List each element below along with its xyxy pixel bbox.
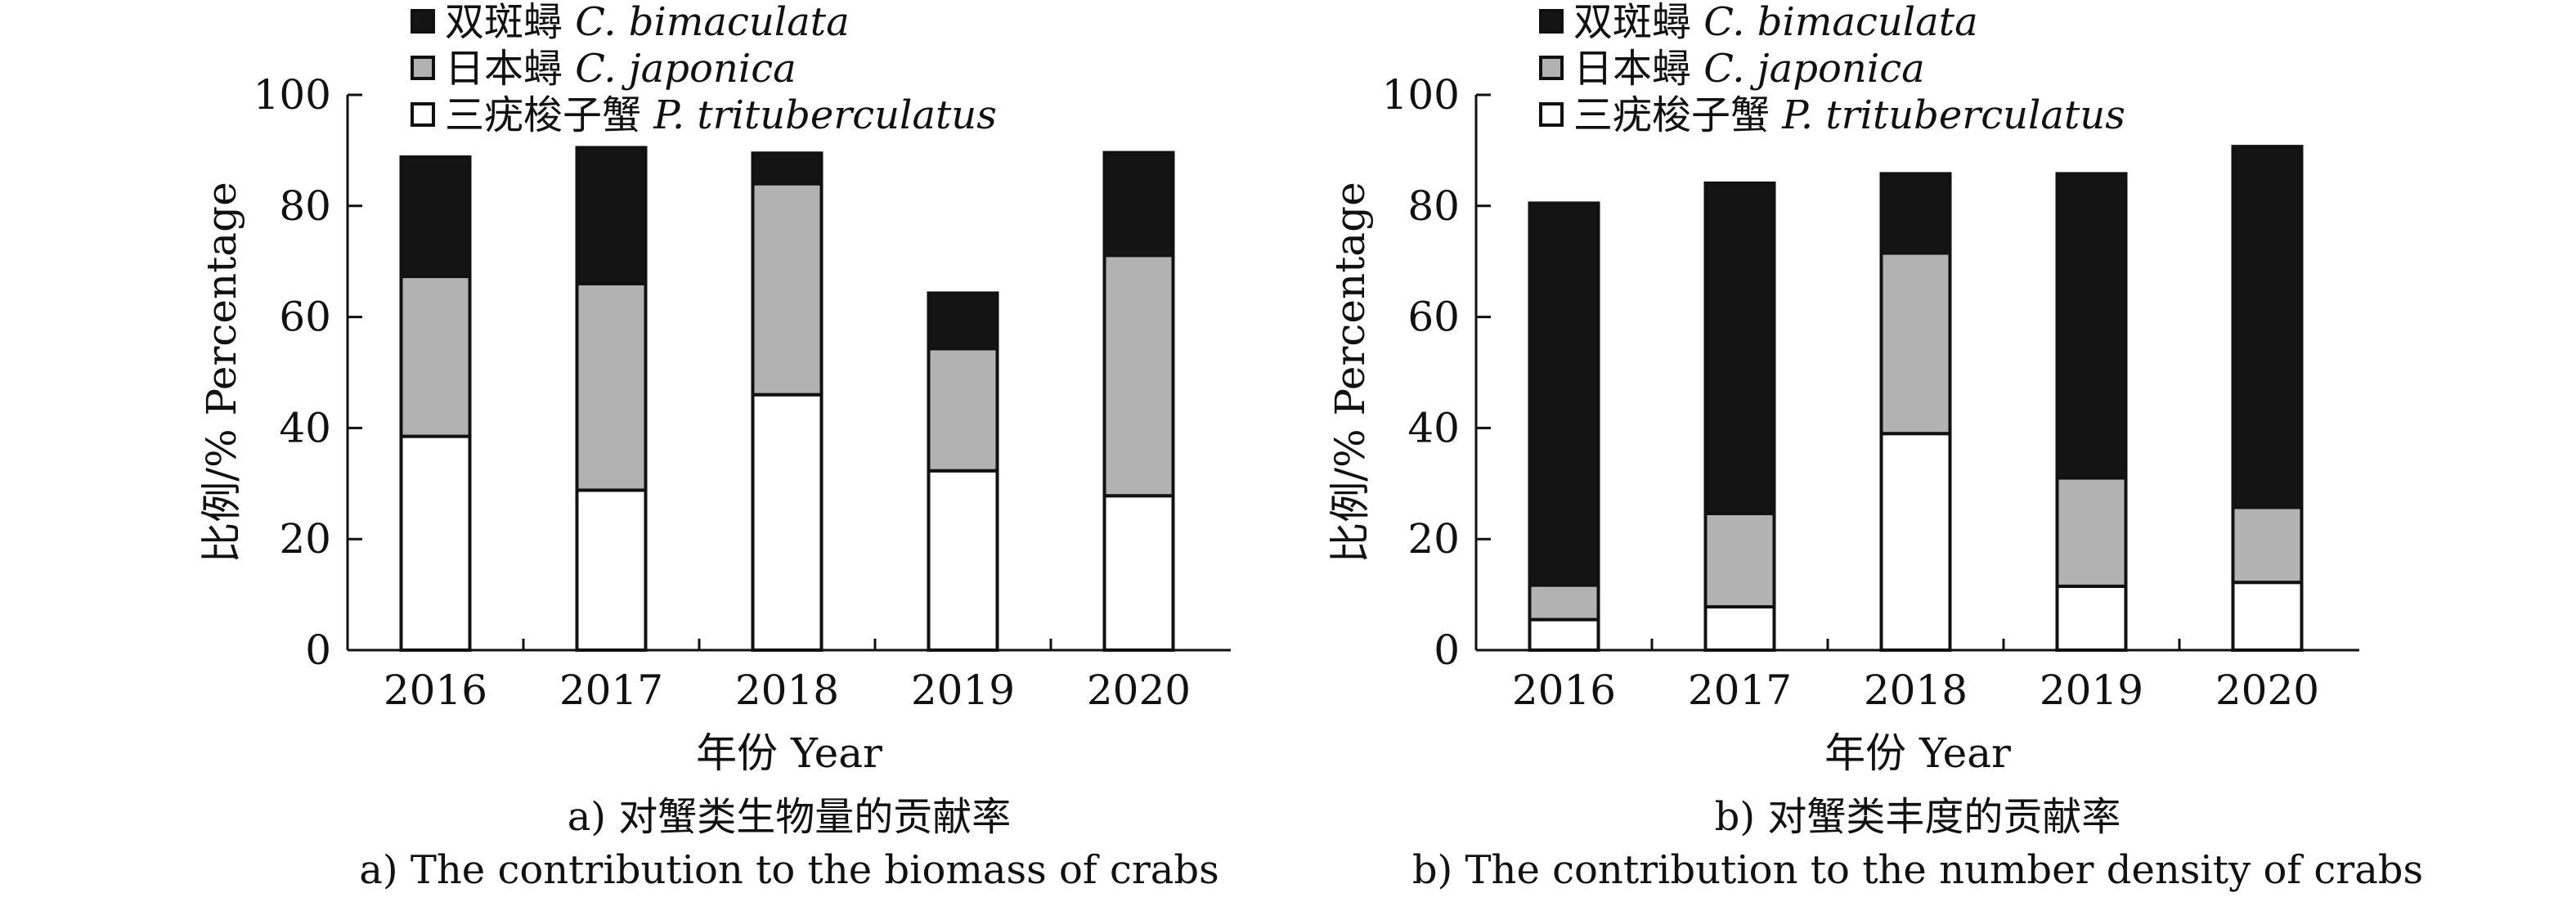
- bar-2019-series-0: [2055, 584, 2128, 652]
- bar-2018-series-0: [1879, 432, 1952, 652]
- x-tick-label: 2019: [2040, 666, 2143, 714]
- y-tick-label: 0: [1434, 626, 1460, 674]
- y-tick-label: 20: [1407, 515, 1460, 563]
- x-tick-label: 2018: [735, 666, 839, 714]
- legend-swatch: [411, 102, 435, 127]
- caption-zh: b) 对蟹类丰度的贡献率: [1715, 794, 2121, 840]
- x-tick-label: 2016: [384, 666, 487, 714]
- x-tick-label: 2019: [911, 666, 1015, 714]
- x-tick-label: 2017: [559, 666, 663, 714]
- legend-entry: 日本蟳 C. japonica: [1573, 46, 1925, 92]
- legend-entry: 双斑蟳 C. bimaculata: [1573, 0, 1978, 45]
- legend-swatch: [411, 56, 435, 80]
- x-tick-label: 2017: [1688, 666, 1792, 714]
- legend-entry: 日本蟳 C. japonica: [445, 46, 797, 92]
- bar-2016-series-1: [399, 275, 472, 438]
- x-tick-label: 2016: [1512, 666, 1616, 714]
- bar-2019-series-2: [2055, 172, 2128, 480]
- legend-swatch: [1539, 56, 1564, 80]
- y-tick-label: 60: [1407, 294, 1460, 341]
- y-tick-label: 100: [254, 71, 331, 119]
- y-tick-label: 80: [279, 182, 331, 230]
- bar-2017-series-0: [575, 488, 648, 652]
- y-tick-label: 80: [1407, 182, 1460, 230]
- legend-swatch: [411, 9, 435, 34]
- y-tick-label: 20: [279, 515, 331, 563]
- y-tick-label: 60: [279, 294, 331, 341]
- bar-2020-series-1: [2231, 505, 2304, 585]
- bar-2016-series-0: [1528, 617, 1600, 653]
- bar-2020-series-2: [2231, 145, 2304, 509]
- x-tick-label: 2020: [1087, 666, 1191, 714]
- legend-entry: 三疣梭子蟹 P. trituberculatus: [445, 92, 997, 138]
- bar-2020-series-0: [1102, 494, 1175, 652]
- x-tick-label: 2020: [2215, 666, 2319, 714]
- bar-2016-series-1: [1528, 583, 1600, 622]
- bar-2020-series-2: [1102, 150, 1175, 258]
- legend-swatch: [1539, 102, 1564, 127]
- bar-2016-series-0: [399, 434, 472, 653]
- bar-2019-series-0: [927, 469, 999, 652]
- bar-2018-series-1: [751, 182, 824, 397]
- caption-en: a) The contribution to the biomass of cr…: [359, 847, 1219, 893]
- bar-2018-series-0: [751, 393, 824, 652]
- bar-2019-series-2: [927, 291, 999, 351]
- y-tick-label: 0: [305, 626, 331, 674]
- y-axis-title: 比例/% Percentage: [198, 182, 245, 563]
- bar-2017-series-2: [1703, 181, 1776, 515]
- bar-2018-series-2: [1879, 172, 1952, 255]
- bar-2019-series-1: [927, 347, 999, 473]
- bar-2017-series-0: [1703, 605, 1776, 653]
- legend-swatch: [1539, 9, 1564, 34]
- bar-2017-series-1: [575, 281, 648, 492]
- bar-2017-series-1: [1703, 511, 1776, 609]
- y-tick-label: 40: [279, 404, 331, 451]
- bar-2016-series-2: [399, 155, 472, 279]
- legend-entry: 三疣梭子蟹 P. trituberculatus: [1573, 92, 2125, 138]
- y-axis-title: 比例/% Percentage: [1326, 182, 1374, 563]
- bar-2020-series-1: [1102, 254, 1175, 498]
- caption-en: b) The contribution to the number densit…: [1412, 847, 2423, 893]
- bar-2019-series-1: [2055, 476, 2128, 588]
- x-axis-title: 年份 Year: [696, 729, 882, 777]
- bar-2018-series-1: [1879, 251, 1952, 436]
- bar-2018-series-2: [751, 151, 824, 186]
- y-tick-label: 40: [1407, 404, 1460, 451]
- caption-zh: a) 对蟹类生物量的贡献率: [568, 794, 1012, 840]
- x-axis-title: 年份 Year: [1824, 729, 2011, 777]
- legend-entry: 双斑蟳 C. bimaculata: [445, 0, 850, 45]
- bar-2017-series-2: [575, 146, 648, 285]
- y-tick-label: 100: [1382, 71, 1460, 119]
- x-tick-label: 2018: [1864, 666, 1968, 714]
- bar-2016-series-2: [1528, 201, 1600, 587]
- bar-2020-series-0: [2231, 581, 2304, 652]
